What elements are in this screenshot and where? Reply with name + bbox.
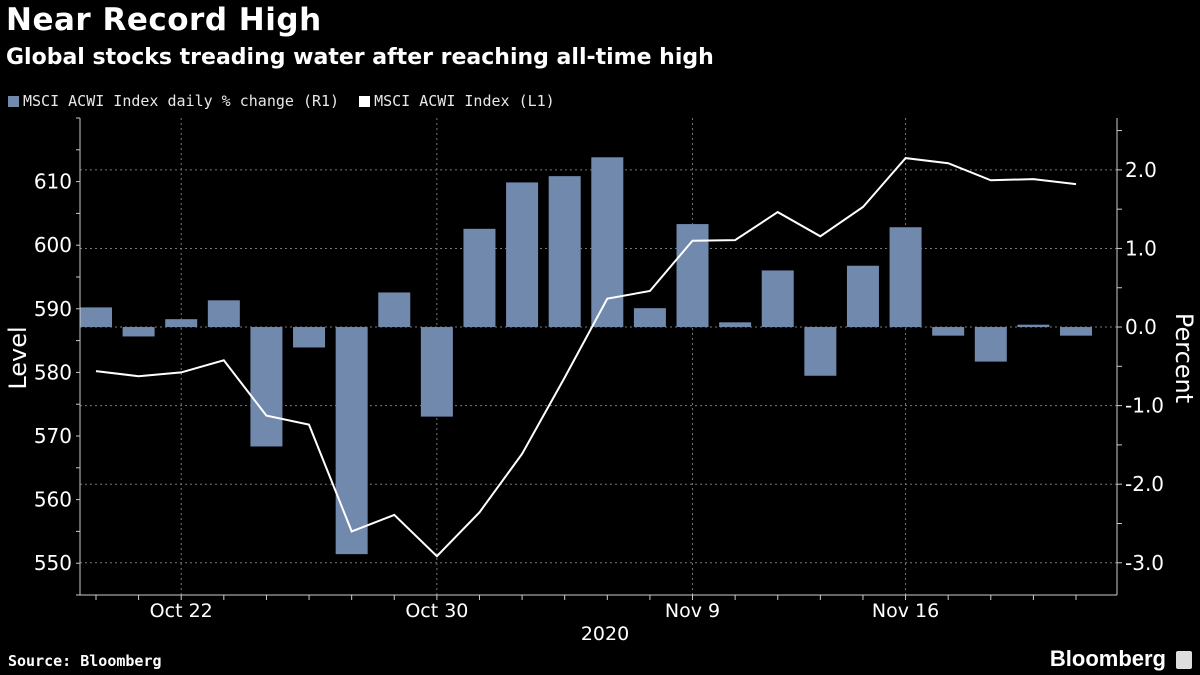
bar-nov-16 — [889, 227, 922, 328]
bar-oct-21 — [122, 327, 155, 337]
bar-nov-10 — [719, 322, 752, 328]
right-tick-label: 1.0 — [1125, 236, 1157, 260]
bloomberg-logo: Bloomberg — [1049, 646, 1166, 671]
left-tick-label: 570 — [34, 424, 72, 448]
legend-item-line: MSCI ACWI Index (L1) — [359, 92, 555, 110]
right-axis-title: Percent — [1170, 313, 1198, 403]
bar-nov-12 — [804, 327, 837, 376]
x-tick-label: Oct 22 — [150, 600, 213, 622]
left-tick-label: 560 — [34, 488, 72, 512]
left-tick-label: 600 — [34, 233, 72, 257]
bar-oct-29 — [378, 292, 411, 328]
right-tick-label: 0.0 — [1125, 315, 1157, 339]
left-tick-label: 550 — [34, 551, 72, 575]
x-tick-label: Nov 16 — [872, 600, 939, 622]
right-tick-label: -3.0 — [1125, 551, 1164, 575]
bar-nov-9 — [676, 224, 709, 328]
legend-swatch-line — [359, 95, 371, 107]
x-tick-label: Oct 30 — [405, 600, 468, 622]
bar-oct-20 — [80, 307, 112, 328]
bar-oct-26 — [250, 327, 283, 447]
bar-nov-11 — [761, 270, 794, 328]
bar-nov-18 — [974, 327, 1007, 362]
bar-oct-22 — [165, 319, 198, 328]
bloomberg-chart-icon — [1176, 651, 1192, 669]
left-axis-title: Level — [4, 326, 32, 389]
chart-title: Near Record High — [6, 2, 322, 38]
index-level-line — [95, 157, 1077, 558]
legend-swatch-bars — [8, 95, 19, 107]
bar-nov-5 — [591, 157, 624, 328]
bar-oct-27 — [293, 327, 326, 348]
left-tick-label: 590 — [34, 297, 72, 321]
bar-nov-4 — [548, 176, 581, 328]
bar-nov-13 — [846, 265, 879, 328]
x-year-label: 2020 — [581, 623, 629, 645]
bar-oct-23 — [207, 300, 240, 328]
bar-nov-3 — [506, 182, 539, 328]
bar-nov-17 — [932, 327, 965, 336]
bar-oct-30 — [420, 327, 453, 417]
chart-subtitle: Global stocks treading water after reach… — [6, 45, 714, 70]
right-tick-label: -1.0 — [1125, 394, 1164, 418]
bar-nov-6 — [633, 308, 666, 328]
bar-nov-19 — [1017, 324, 1050, 328]
left-tick-label: 580 — [34, 360, 72, 384]
left-tick-label: 610 — [34, 170, 72, 194]
right-tick-label: -2.0 — [1125, 472, 1164, 496]
legend-label-bars: MSCI ACWI Index daily % change (R1) — [23, 92, 340, 110]
legend-label-line: MSCI ACWI Index (L1) — [374, 92, 555, 110]
bar-nov-2 — [463, 228, 496, 328]
legend: MSCI ACWI Index daily % change (R1) MSCI… — [8, 92, 555, 110]
legend-item-bars: MSCI ACWI Index daily % change (R1) — [8, 92, 339, 110]
bar-nov-20 — [1060, 327, 1092, 336]
source-note: Source: Bloomberg — [8, 652, 162, 670]
x-tick-label: Nov 9 — [665, 600, 720, 622]
right-tick-label: 2.0 — [1125, 158, 1157, 182]
bar-oct-28 — [335, 327, 368, 555]
